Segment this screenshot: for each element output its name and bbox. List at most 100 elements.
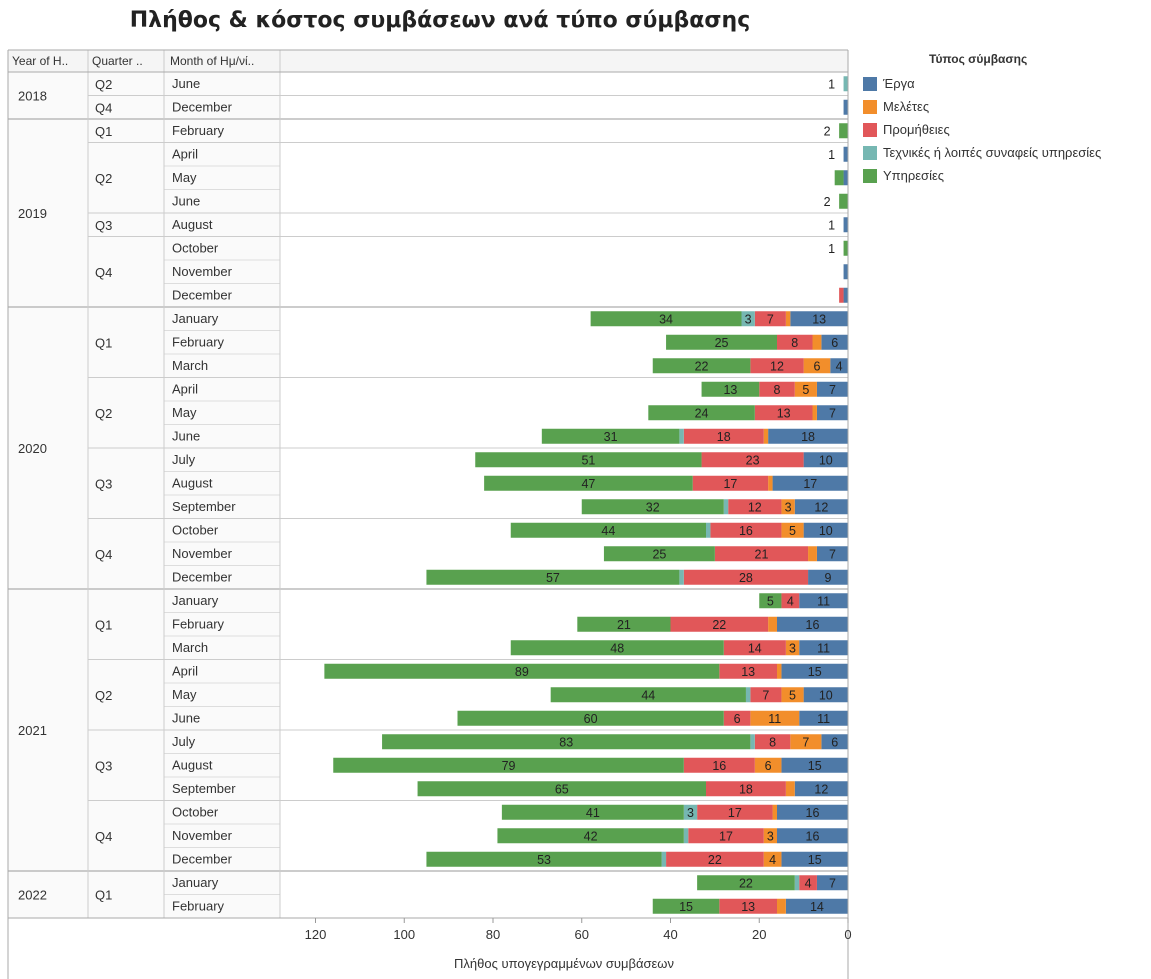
data-label: 22 xyxy=(739,876,753,890)
bar-segment xyxy=(550,687,746,703)
bar-segment xyxy=(821,334,848,350)
bar-segment xyxy=(843,146,848,162)
bar-segment xyxy=(754,311,786,327)
month-label: September xyxy=(172,781,236,796)
quarter-label: Q4 xyxy=(95,265,112,280)
bar-segment xyxy=(745,687,751,703)
month-label: November xyxy=(172,828,233,843)
data-label: 17 xyxy=(728,806,742,820)
month-label: September xyxy=(172,499,236,514)
bar-segment xyxy=(785,640,800,656)
legend-label: Μελέτες xyxy=(883,99,930,114)
data-label: 3 xyxy=(745,312,752,326)
bar-segment xyxy=(763,828,777,844)
bar-segment xyxy=(821,734,848,750)
data-label: 14 xyxy=(748,641,762,655)
bar-segment xyxy=(683,569,809,585)
data-label: 79 xyxy=(502,759,516,773)
bar-segment xyxy=(679,569,684,585)
bar-segment xyxy=(768,616,777,632)
year-label: 2021 xyxy=(18,723,47,738)
legend-item[interactable]: Τεχνικές ή λοιπές συναφείς υπηρεσίες xyxy=(863,141,1151,164)
month-label: December xyxy=(172,852,233,867)
bar-segment xyxy=(701,381,760,397)
data-label: 1 xyxy=(828,218,835,232)
data-label: 7 xyxy=(802,735,809,749)
bar-segment xyxy=(497,828,684,844)
month-label: June xyxy=(172,429,200,444)
chart-title: Πλήθος & κόστος συμβάσεων ανά τύπο σύμβα… xyxy=(129,8,751,33)
bar-segment xyxy=(777,616,848,632)
data-label: 89 xyxy=(515,665,529,679)
bar-segment xyxy=(777,804,848,820)
bar-segment xyxy=(750,358,804,374)
data-label: 7 xyxy=(762,688,769,702)
data-label: 12 xyxy=(814,500,828,514)
bar-segment xyxy=(683,804,698,820)
bar-segment xyxy=(701,452,804,468)
data-label: 23 xyxy=(746,453,760,467)
bar-segment xyxy=(843,217,848,233)
bar-segment xyxy=(475,452,702,468)
month-label: January xyxy=(172,311,219,326)
month-label: May xyxy=(172,405,197,420)
bar-segment xyxy=(723,710,751,726)
data-label: 51 xyxy=(581,453,595,467)
data-label: 18 xyxy=(717,430,731,444)
month-label: October xyxy=(172,523,219,538)
data-label: 11 xyxy=(768,712,781,726)
data-label: 28 xyxy=(739,571,753,585)
month-label: May xyxy=(172,687,197,702)
bar-segment xyxy=(803,358,831,374)
data-label: 16 xyxy=(806,618,820,632)
quarter-label: Q1 xyxy=(95,335,112,350)
data-label: 31 xyxy=(604,430,618,444)
data-label: 4 xyxy=(805,876,812,890)
bar-segment xyxy=(728,499,782,515)
month-label: December xyxy=(172,100,233,115)
data-label: 6 xyxy=(831,735,838,749)
data-label: 6 xyxy=(734,712,741,726)
bar-segment xyxy=(750,710,800,726)
month-label: July xyxy=(172,734,196,749)
bar-segment xyxy=(799,875,817,891)
data-label: 12 xyxy=(770,359,784,373)
month-label: May xyxy=(172,170,197,185)
quarter-label: Q2 xyxy=(95,77,112,92)
data-label: 3 xyxy=(687,806,694,820)
quarter-label: Q4 xyxy=(95,829,112,844)
legend-item[interactable]: Υπηρεσίες xyxy=(863,164,1151,187)
month-label: April xyxy=(172,382,198,397)
bar-segment xyxy=(697,875,795,891)
bar-segment xyxy=(706,781,786,797)
month-label: January xyxy=(172,593,219,608)
bar-segment xyxy=(510,640,724,656)
data-label: 83 xyxy=(559,735,573,749)
month-label: November xyxy=(172,264,233,279)
legend-item[interactable]: Έργα xyxy=(863,72,1151,95)
bar-segment xyxy=(719,663,777,679)
bar-segment xyxy=(777,898,786,914)
data-label: 21 xyxy=(617,618,631,632)
data-label: 32 xyxy=(646,500,660,514)
data-label: 7 xyxy=(767,312,774,326)
legend-item[interactable]: Μελέτες xyxy=(863,95,1151,118)
bar-segment xyxy=(768,428,848,444)
bar-segment xyxy=(484,475,693,491)
data-label: 15 xyxy=(808,759,822,773)
data-label: 17 xyxy=(803,477,817,491)
month-label: February xyxy=(172,617,225,632)
quarter-label: Q2 xyxy=(95,171,112,186)
bar-segment xyxy=(808,569,848,585)
column-header: Month of Ημ/νί.. xyxy=(170,54,254,68)
x-tick-label: 40 xyxy=(663,927,677,942)
data-label: 6 xyxy=(813,359,820,373)
data-label: 22 xyxy=(708,853,722,867)
data-label: 5 xyxy=(789,524,796,538)
month-label: February xyxy=(172,335,225,350)
data-label: 6 xyxy=(765,759,772,773)
legend-item[interactable]: Προμήθειες xyxy=(863,118,1151,141)
data-label: 4 xyxy=(836,359,843,373)
data-label: 16 xyxy=(712,759,726,773)
x-axis-label: Πλήθος υπογεγραμμένων συμβάσεων xyxy=(454,956,674,971)
